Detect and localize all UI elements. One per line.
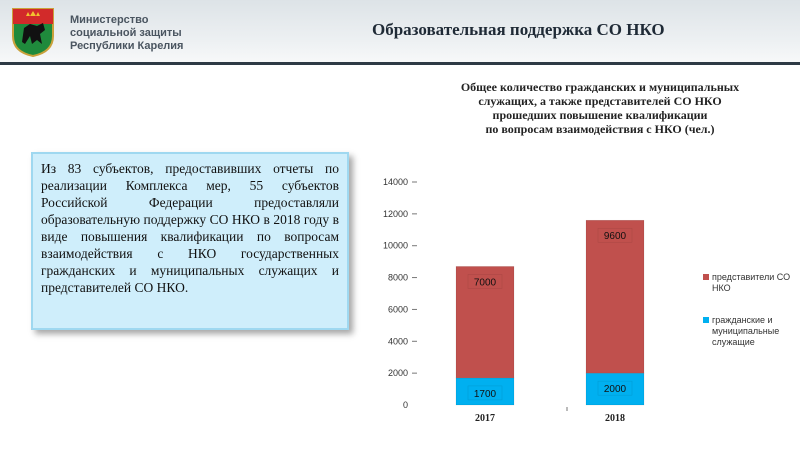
org-line: социальной защиты [70,27,182,39]
header-bar: Министерство социальной защиты Республик… [0,0,800,62]
data-label-box [467,385,503,401]
y-tick-label: 14000 [383,177,408,187]
y-tick-label: 10000 [383,241,408,251]
karelia-emblem-icon [12,8,54,58]
legend-swatch [703,274,709,280]
chart-title-line: по вопросам взаимодействия с НКО (чел.) [485,122,715,136]
data-label-box [467,274,503,289]
data-label: 2000 [604,384,627,395]
org-line: Республики Карелия [70,40,184,52]
chart-title: Общее количество гражданских и муниципал… [400,80,800,136]
y-tick-label: 6000 [388,304,408,314]
x-category-label: 2017 [475,413,495,424]
y-tick-label: 4000 [388,336,408,346]
stacked-bar-chart: 0 2000 4000 6000 8000 10000 12000 14000 1700 7000… [383,177,790,424]
y-tick-label: 12000 [383,209,408,219]
slide-title: Образовательная поддержка СО НКО [372,20,665,39]
data-label: 1700 [474,389,497,400]
chart-title-line: служащих, а также представителей СО НКО [478,94,722,108]
header-divider [0,62,800,65]
legend-label: НКО [712,283,731,293]
organization-name: Министерство социальной защиты Республик… [70,14,230,53]
x-category-label: 2018 [605,413,625,424]
legend-label: муниципальные [712,326,779,336]
y-tick-label: 8000 [388,273,408,283]
bar-segment [585,219,645,374]
legend-label: представители СО [712,272,790,282]
legend-label: служащие [712,337,755,347]
y-tick-label: 0 [403,400,408,410]
data-label-box [597,227,633,243]
org-line: Министерство [70,14,149,26]
legend-swatch [703,317,709,323]
y-tick-label: 2000 [388,368,408,378]
chart-title-line: Общее количество гражданских и муниципал… [460,80,740,94]
data-label: 9600 [604,231,627,242]
summary-textbox: Из 83 субъектов, предоставивших отчеты п… [31,152,349,330]
data-label: 7000 [474,277,497,288]
data-label-box [597,380,633,396]
chart-title-line: прошедших повышение квалификации [492,108,708,122]
legend-label: гражданские и [712,315,773,325]
